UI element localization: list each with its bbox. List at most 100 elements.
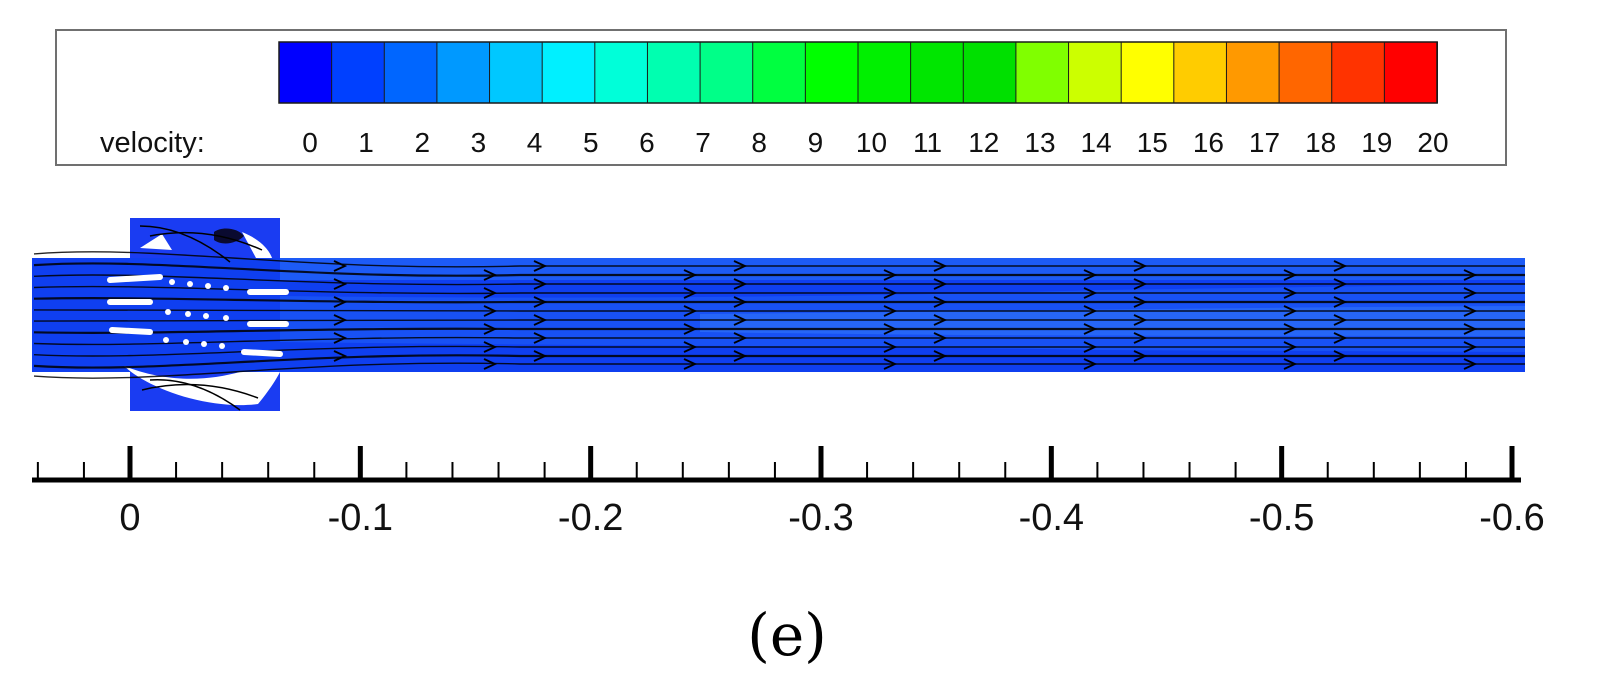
streamline-arrow [1083, 358, 1098, 370]
streamline-arrow [1133, 332, 1148, 344]
legend-swatch [436, 41, 491, 104]
streamline-arrow [733, 260, 748, 272]
legend-swatch [752, 41, 807, 104]
streamline-arrow [333, 260, 348, 272]
streamline-arrow [1083, 269, 1098, 281]
streamlines [33, 225, 1525, 411]
bulb-streamline [149, 231, 263, 251]
x-tick-label: -0.1 [328, 497, 393, 539]
legend-swatch [910, 41, 965, 104]
streamline-arrow [1283, 323, 1298, 335]
streamline [33, 251, 1525, 268]
streamline-arrow [1083, 305, 1098, 317]
legend-swatch [1225, 41, 1281, 104]
legend-swatch [646, 41, 702, 104]
streamline-arrow [333, 278, 348, 290]
streamline-arrow [883, 287, 898, 299]
x-tick-label: -0.5 [1249, 497, 1314, 539]
x-axis-tick-labels: 0 -0.1 -0.2 -0.3 -0.4 -0.5 -0.6 [119, 497, 1544, 539]
streamline-arrow [1083, 287, 1098, 299]
streamline-arrow [1463, 287, 1478, 299]
streamline [33, 309, 1525, 312]
legend-swatch [331, 41, 386, 104]
bulb-streamline [141, 383, 259, 399]
streamline-arrow [1463, 323, 1478, 335]
legend-swatch [1068, 41, 1123, 104]
streamline-arrow [1133, 296, 1148, 308]
streamline-arrow [933, 332, 948, 344]
legend-swatch [1015, 41, 1070, 104]
streamline-arrow [1333, 332, 1348, 344]
x-tick-label: -0.4 [1019, 497, 1084, 539]
streamline-arrow [533, 314, 548, 326]
streamline-arrow [733, 350, 748, 362]
legend-tick-label: 7 [695, 127, 711, 158]
streamline [33, 319, 1525, 322]
legend-swatch [383, 41, 438, 104]
legend-tick-label: 0 [302, 127, 318, 158]
streamline [33, 354, 1525, 369]
streamline-arrow [1333, 278, 1348, 290]
streamline-arrow [683, 305, 698, 317]
streamline-arrow [733, 332, 748, 344]
legend-colorbar [278, 41, 1438, 104]
streamline-arrow [883, 358, 898, 370]
legend-tick-label: 1 [358, 127, 374, 158]
streamline-arrow [1333, 350, 1348, 362]
legend-swatch [1278, 41, 1333, 104]
streamline-arrow [1283, 341, 1298, 353]
upper-cavity [140, 234, 172, 250]
streamline-arrow [483, 269, 498, 281]
legend-tick-label: 12 [968, 127, 999, 158]
streamline-arrow [333, 332, 348, 344]
streamline-arrow [1463, 341, 1478, 353]
legend-swatch [1383, 41, 1438, 104]
legend-tick-label: 13 [1024, 127, 1055, 158]
x-tick-label: 0 [119, 497, 140, 539]
streamline-arrow [483, 287, 498, 299]
legend-swatch [699, 41, 754, 104]
streamline-arrow [933, 350, 948, 362]
legend-swatch [1331, 41, 1386, 104]
streamline-arrow [1333, 314, 1348, 326]
legend-tick-label: 19 [1361, 127, 1392, 158]
x-tick-label: -0.2 [558, 497, 623, 539]
streamline [33, 262, 1525, 277]
streamline-arrow [1133, 260, 1148, 272]
streamline-arrow [533, 278, 548, 290]
legend-tick-label: 3 [471, 127, 487, 158]
velocity-legend: velocity: 0 1 2 3 4 5 6 7 8 9 10 11 12 13 14 15 16 17 18 19… [55, 29, 1507, 166]
streamline-arrow [483, 358, 498, 370]
x-tick-label: -0.6 [1479, 497, 1544, 539]
legend-tick-label: 20 [1417, 127, 1448, 158]
legend-swatch [1173, 41, 1228, 104]
bulb-streamline [139, 225, 231, 263]
legend-swatch [278, 41, 333, 104]
streamline-arrow [933, 314, 948, 326]
streamline-arrow [1463, 305, 1478, 317]
streamline-arrow [933, 278, 948, 290]
legend-tick-label: 5 [583, 127, 599, 158]
streamline [33, 274, 1525, 286]
streamline-arrow [1283, 358, 1298, 370]
x-axis-ticks [36, 446, 1515, 480]
legend-tick-label: 14 [1081, 127, 1112, 158]
legend-tick-label: 18 [1305, 127, 1336, 158]
streamline-arrow [533, 296, 548, 308]
x-tick-label: -0.3 [788, 497, 853, 539]
streamline-arrow [1333, 260, 1348, 272]
streamline-arrow [1333, 296, 1348, 308]
streamline-arrow [883, 305, 898, 317]
legend-tick-label: 17 [1249, 127, 1280, 158]
streamline-arrow [533, 350, 548, 362]
streamline-arrow [483, 341, 498, 353]
streamline-arrow [683, 269, 698, 281]
legend-tick-label: 9 [808, 127, 824, 158]
streamline-arrow [1133, 314, 1148, 326]
streamline [33, 297, 1525, 304]
streamline-arrow [1463, 358, 1478, 370]
streamline-arrow [333, 314, 348, 326]
legend-tick-labels: 0 1 2 3 4 5 6 7 8 9 10 11 12 13 14 15 16 17 18 19 20 [302, 127, 1448, 158]
streamline-arrow [1133, 350, 1148, 362]
